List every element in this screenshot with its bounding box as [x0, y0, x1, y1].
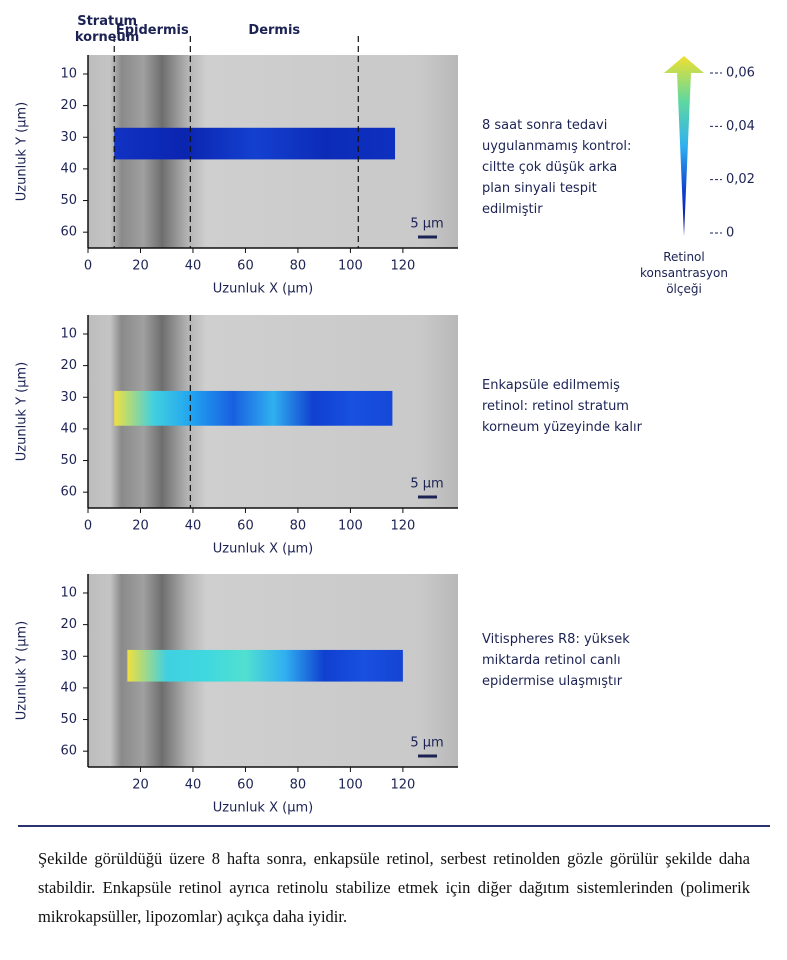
x-tick-label: 100 — [338, 519, 363, 534]
y-tick-label: 10 — [60, 326, 77, 341]
x-tick-label: 60 — [237, 519, 254, 534]
y-tick-label: 10 — [60, 585, 77, 600]
colorbar-tick-label: 0,02 — [726, 172, 755, 187]
concentration-strip — [127, 649, 403, 682]
x-tick-label: 120 — [390, 778, 415, 793]
concentration-strip — [114, 390, 393, 426]
region-label: Stratum korneum — [74, 14, 140, 45]
y-axis-label: Uzunluk Y (µm) — [15, 102, 30, 201]
x-tick-label: 100 — [338, 778, 363, 793]
divider — [18, 825, 770, 827]
y-tick-label: 30 — [60, 390, 77, 405]
scale-bar-label: 5 µm — [410, 736, 443, 751]
region-label: Dermis — [248, 23, 301, 38]
x-tick-label: 100 — [338, 259, 363, 274]
x-tick-label: 40 — [185, 778, 202, 793]
y-tick-label: 40 — [60, 680, 77, 695]
colorbar — [664, 56, 704, 236]
x-tick-label: 80 — [290, 259, 307, 274]
y-tick-label: 40 — [60, 161, 77, 176]
x-tick-label: 120 — [390, 259, 415, 274]
x-tick-label: 40 — [185, 259, 202, 274]
x-tick-label: 0 — [84, 519, 92, 534]
panel-description: Vitispheres R8: yüksek miktarda retinol … — [482, 632, 630, 689]
panel-description: 8 saat sonra tedavi uygulanmamış kontrol… — [482, 118, 632, 217]
x-tick-label: 120 — [390, 519, 415, 534]
y-tick-label: 50 — [60, 453, 77, 468]
y-tick-label: 60 — [60, 744, 77, 759]
x-tick-label: 20 — [132, 778, 149, 793]
y-axis-label: Uzunluk Y (µm) — [15, 621, 30, 720]
scale-bar-label: 5 µm — [410, 217, 443, 232]
x-tick-label: 0 — [84, 259, 92, 274]
y-tick-label: 10 — [60, 66, 77, 81]
y-tick-label: 60 — [60, 485, 77, 500]
y-tick-label: 40 — [60, 421, 77, 436]
y-tick-label: 30 — [60, 130, 77, 145]
x-axis-label: Uzunluk X (µm) — [213, 542, 313, 557]
x-tick-label: 80 — [290, 519, 307, 534]
scale-bar-label: 5 µm — [410, 477, 443, 492]
colorbar-tick-label: 0,04 — [726, 119, 755, 134]
x-tick-label: 60 — [237, 259, 254, 274]
y-tick-label: 60 — [60, 225, 77, 240]
x-tick-label: 20 — [132, 259, 149, 274]
x-tick-label: 40 — [185, 519, 202, 534]
y-tick-label: 20 — [60, 98, 77, 113]
x-tick-label: 80 — [290, 778, 307, 793]
colorbar-title: Retinol konsantrasyon ölçeği — [640, 250, 728, 296]
y-tick-label: 20 — [60, 358, 77, 373]
concentration-strip — [114, 127, 396, 160]
y-tick-label: 30 — [60, 649, 77, 664]
colorbar-tick-label: 0 — [726, 226, 734, 241]
region-label: Epidermis — [115, 23, 189, 38]
panel-description: Enkapsüle edilmemiş retinol: retinol str… — [482, 378, 642, 435]
y-tick-label: 20 — [60, 617, 77, 632]
colorbar-tick-label: 0,06 — [726, 66, 755, 81]
y-tick-label: 50 — [60, 712, 77, 727]
x-tick-label: 20 — [132, 519, 149, 534]
x-tick-label: 60 — [237, 778, 254, 793]
y-axis-label: Uzunluk Y (µm) — [15, 362, 30, 461]
x-axis-label: Uzunluk X (µm) — [213, 801, 313, 816]
y-tick-label: 50 — [60, 193, 77, 208]
caption: Şekilde görüldüğü üzere 8 hafta sonra, e… — [38, 849, 750, 926]
x-axis-label: Uzunluk X (µm) — [213, 282, 313, 297]
